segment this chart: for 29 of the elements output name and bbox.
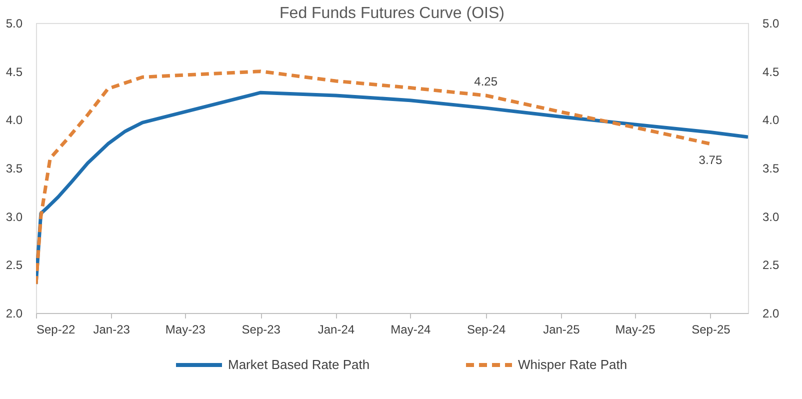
y2-tick-label: 3.5 [762,162,780,176]
y-tick-label: 5.0 [6,16,23,30]
y2-tick-label: 4.5 [762,64,780,79]
y2-tick-label: 4.0 [762,113,780,128]
annotation: 3.75 [698,152,722,167]
y-tick-label: 4.5 [6,64,23,79]
y-tick-label: 3.5 [6,162,23,176]
legend-label: Market Based Rate Path [228,357,370,372]
x-tick-label: Jan-23 [93,322,130,336]
x-tick-label: Sep-23 [242,322,281,336]
chart-title: Fed Funds Futures Curve (OIS) [280,5,504,22]
x-tick-label: Sep-22 [36,322,76,336]
y-tick-label: 3.0 [6,210,23,224]
legend-label: Whisper Rate Path [518,357,628,372]
y2-tick-label: 2.5 [762,258,780,272]
y2-tick-label: 5.0 [762,16,780,30]
y2-tick-label: 2.0 [762,306,780,320]
y-tick-label: 4.0 [6,113,23,128]
x-tick-label: May-25 [615,322,656,336]
x-tick-label: Sep-24 [466,322,506,336]
x-tick-label: Jan-25 [543,322,580,336]
x-tick-label: May-24 [390,322,431,336]
y2-tick-label: 3.0 [762,210,780,224]
y-tick-label: 2.0 [6,306,23,320]
x-tick-label: May-23 [165,322,206,336]
x-tick-label: Sep-25 [692,322,731,336]
annotation: 4.25 [474,74,498,88]
y-tick-label: 2.5 [6,258,23,272]
x-tick-label: Jan-24 [318,322,355,336]
